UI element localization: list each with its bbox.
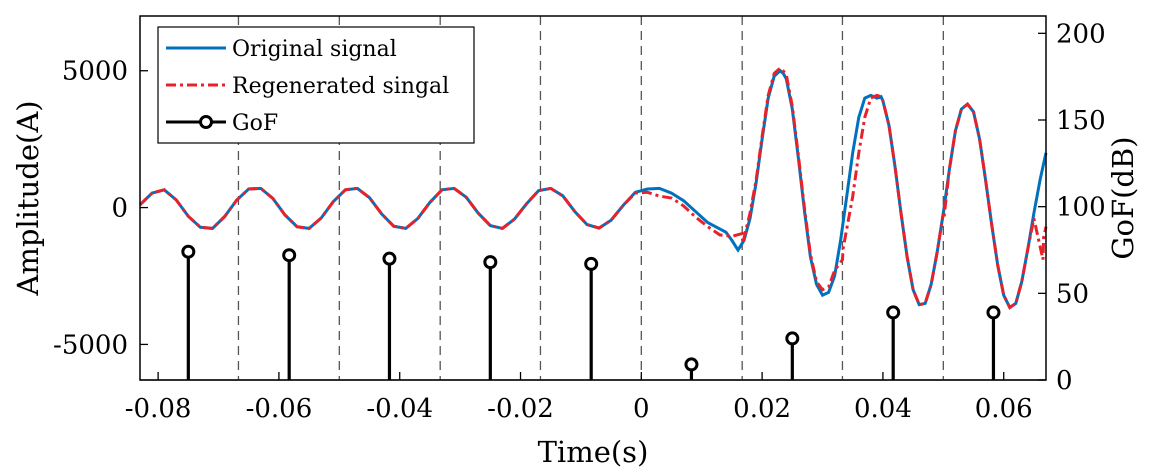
gof-marker <box>382 251 397 266</box>
gof-marker <box>886 305 901 320</box>
legend-label-regenerated: Regenerated singal <box>232 74 449 99</box>
plot-frame <box>139 15 1047 381</box>
x-tick-label: -0.06 <box>246 394 313 424</box>
left-y-tick-label: -5000 <box>53 330 128 360</box>
regenerated-signal-line <box>138 65 1048 310</box>
legend-label-gof: GoF <box>232 111 278 136</box>
gof-marker <box>483 255 498 270</box>
gof-marker <box>181 244 196 259</box>
x-axis-label: Time(s) <box>538 435 649 469</box>
right-y-axis-label: GoF(dB) <box>1106 136 1140 259</box>
gof-marker <box>986 305 1001 320</box>
legend: Original signal Regenerated singal GoF <box>157 26 475 144</box>
x-tick-label: -0.08 <box>125 394 192 424</box>
right-y-tick-label: 0 <box>1056 366 1073 396</box>
left-y-axis-label: Amplitude(A) <box>11 100 45 296</box>
left-y-tick-label: 5000 <box>62 57 128 87</box>
x-tick-label: -0.04 <box>366 394 433 424</box>
legend-label-original: Original signal <box>232 37 397 62</box>
right-y-tick-label: 200 <box>1056 19 1106 49</box>
right-y-tick-label: 50 <box>1056 279 1089 309</box>
gof-marker <box>584 256 599 271</box>
left-y-tick-label: 0 <box>111 194 128 224</box>
right-y-tick-label: 150 <box>1056 106 1106 136</box>
x-tick-label: 0.04 <box>854 394 912 424</box>
gof-marker <box>282 248 297 263</box>
gof-stems <box>181 244 1001 380</box>
x-tick-label: 0.02 <box>733 394 791 424</box>
tick-marks <box>140 32 1046 381</box>
gof-marker <box>785 331 800 346</box>
x-tick-label: 0 <box>633 394 650 424</box>
right-y-tick-label: 100 <box>1056 193 1106 223</box>
gof-marker <box>684 357 699 372</box>
x-tick-label: 0.06 <box>975 394 1033 424</box>
x-tick-label: -0.02 <box>487 394 554 424</box>
legend-swatch-gof-marker <box>199 115 213 129</box>
